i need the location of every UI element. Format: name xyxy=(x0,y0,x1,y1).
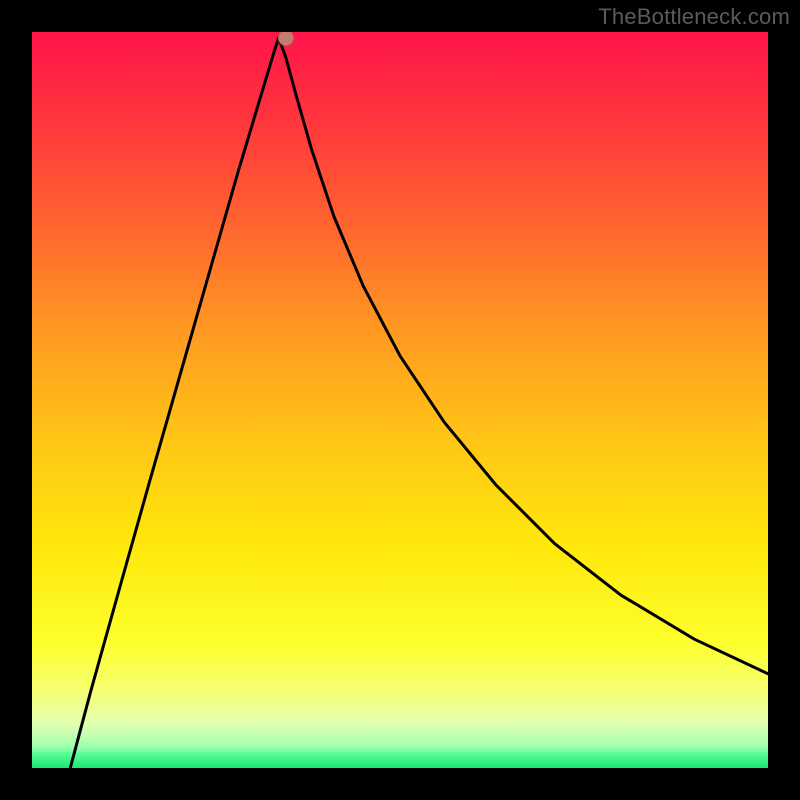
watermark-text: TheBottleneck.com xyxy=(598,4,790,30)
plot-area xyxy=(32,32,768,768)
bottleneck-curve xyxy=(70,38,768,768)
bottleneck-curve-layer xyxy=(32,32,768,768)
